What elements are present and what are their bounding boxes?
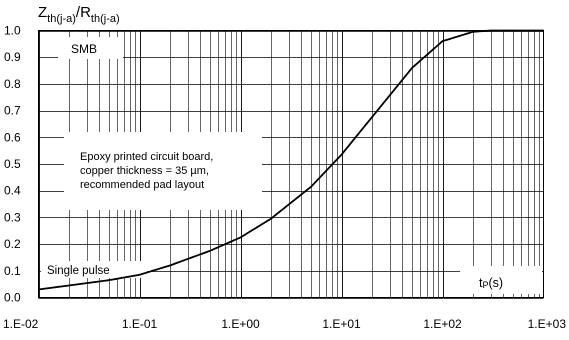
x-tick-label: 1.E+00 [221, 317, 260, 331]
x-axis-unit: tP(s) [479, 276, 503, 290]
package-label: SMB [71, 42, 97, 56]
y-tick-label: 0.4 [4, 184, 21, 198]
y-tick-label: 0.9 [4, 50, 21, 64]
y-tick-label: 0.7 [4, 104, 21, 118]
x-tick-label: 1.E+03 [528, 317, 567, 331]
y-tick-label: 1.0 [4, 24, 21, 38]
y-tick-label: 0.2 [4, 237, 21, 251]
y-tick-label: 0.8 [4, 77, 21, 91]
y-tick-label: 0.6 [4, 130, 21, 144]
board-line-1: Epoxy printed circuit board, [80, 151, 213, 163]
y-tick-label: 0.3 [4, 210, 21, 224]
x-tick-labels: 1.E-02 1.E-01 1.E+00 1.E+01 1.E+02 1.E+03 [3, 317, 566, 331]
board-line-2: copper thickness = 35 µm, [80, 165, 209, 177]
x-tick-label: 1.E-01 [122, 317, 158, 331]
board-annotation: Epoxy printed circuit board, copper thic… [64, 132, 262, 210]
series-line [38, 29, 544, 291]
x-unit-annotation: tP(s) [460, 266, 542, 294]
package-annotation: SMB [58, 37, 123, 59]
plot-frame [38, 30, 544, 298]
y-tick-label: 0.5 [4, 157, 21, 171]
chart-title: Zth(j-a)/Rth(j-a) [38, 4, 120, 25]
pulse-annotation: Single pulse [41, 261, 147, 278]
x-tick-label: 1.E+01 [322, 317, 361, 331]
y-tick-label: 0.0 [4, 291, 21, 305]
y-tick-label: 0.1 [4, 264, 21, 278]
y-tick-labels: 0.0 0.1 0.2 0.3 0.4 0.5 0.6 0.7 0.8 0.9 1.0 [4, 24, 21, 305]
x-tick-label: 1.E-02 [3, 317, 39, 331]
pulse-label: Single pulse [47, 265, 110, 277]
board-line-3: recommended pad layout [80, 179, 204, 191]
x-tick-label: 1.E+02 [423, 317, 462, 331]
